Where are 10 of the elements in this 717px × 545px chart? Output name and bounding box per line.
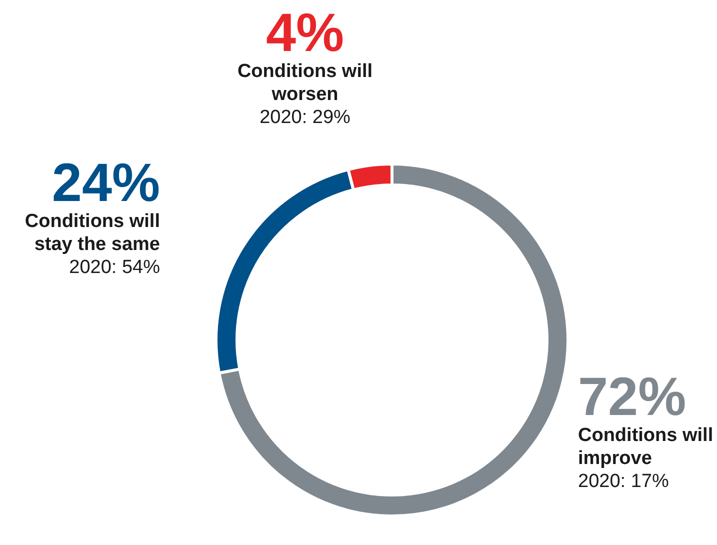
slice-label: Conditions will worsen: [237, 61, 373, 105]
donut-slice: [218, 162, 570, 518]
slice-label: Conditions will stay the same: [24, 211, 160, 255]
data-label: 24%: [52, 153, 160, 213]
text: 2020: 29%: [260, 107, 351, 128]
data-label: 72%: [578, 367, 686, 427]
slice-label: Conditions will improve: [578, 425, 714, 469]
text: 2020: 54%: [69, 257, 160, 278]
text: 2020: 17%: [578, 471, 669, 492]
data-label: 4%: [266, 3, 344, 63]
